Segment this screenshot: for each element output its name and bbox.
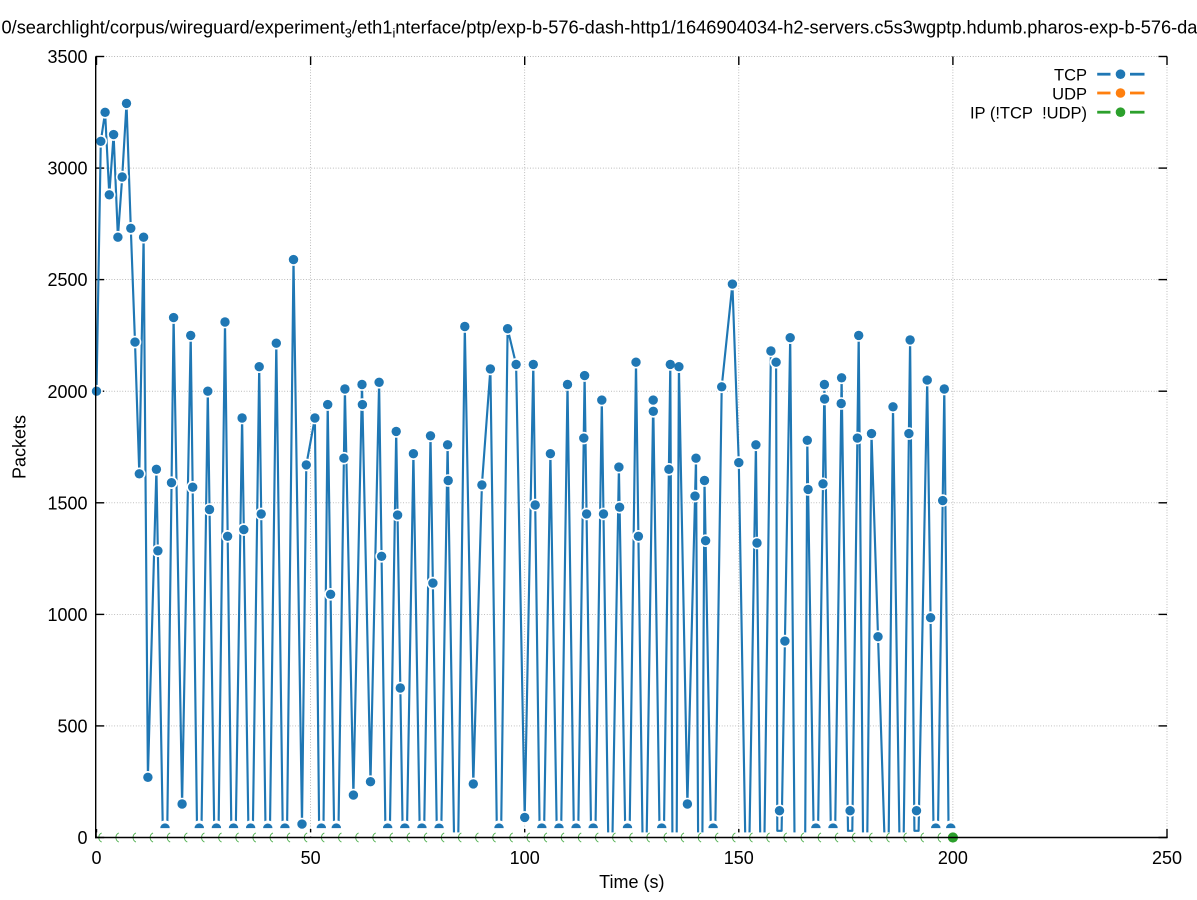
svg-text:0: 0 <box>77 828 87 848</box>
svg-text:50: 50 <box>301 848 321 868</box>
svg-text:IP (!TCP !UDP): IP (!TCP !UDP) <box>970 105 1087 123</box>
svg-text:200: 200 <box>938 848 968 868</box>
svg-text:TCP: TCP <box>1054 67 1087 85</box>
svg-text:250: 250 <box>1152 848 1182 868</box>
svg-text:3500: 3500 <box>47 47 87 67</box>
svg-text:1500: 1500 <box>47 493 87 513</box>
svg-text:3000: 3000 <box>47 159 87 179</box>
svg-text:2000: 2000 <box>47 382 87 402</box>
svg-text:0: 0 <box>91 848 101 868</box>
svg-text:500: 500 <box>57 717 87 737</box>
svg-text:0/searchlight/corpus/wireguard: 0/searchlight/corpus/wireguard/experimen… <box>2 17 1197 41</box>
svg-text:UDP: UDP <box>1052 86 1087 104</box>
svg-text:2500: 2500 <box>47 270 87 290</box>
svg-text:Packets: Packets <box>10 415 30 479</box>
svg-text:1000: 1000 <box>47 605 87 625</box>
svg-text:100: 100 <box>510 848 540 868</box>
svg-text:Time (s): Time (s) <box>599 872 664 892</box>
svg-text:150: 150 <box>724 848 754 868</box>
